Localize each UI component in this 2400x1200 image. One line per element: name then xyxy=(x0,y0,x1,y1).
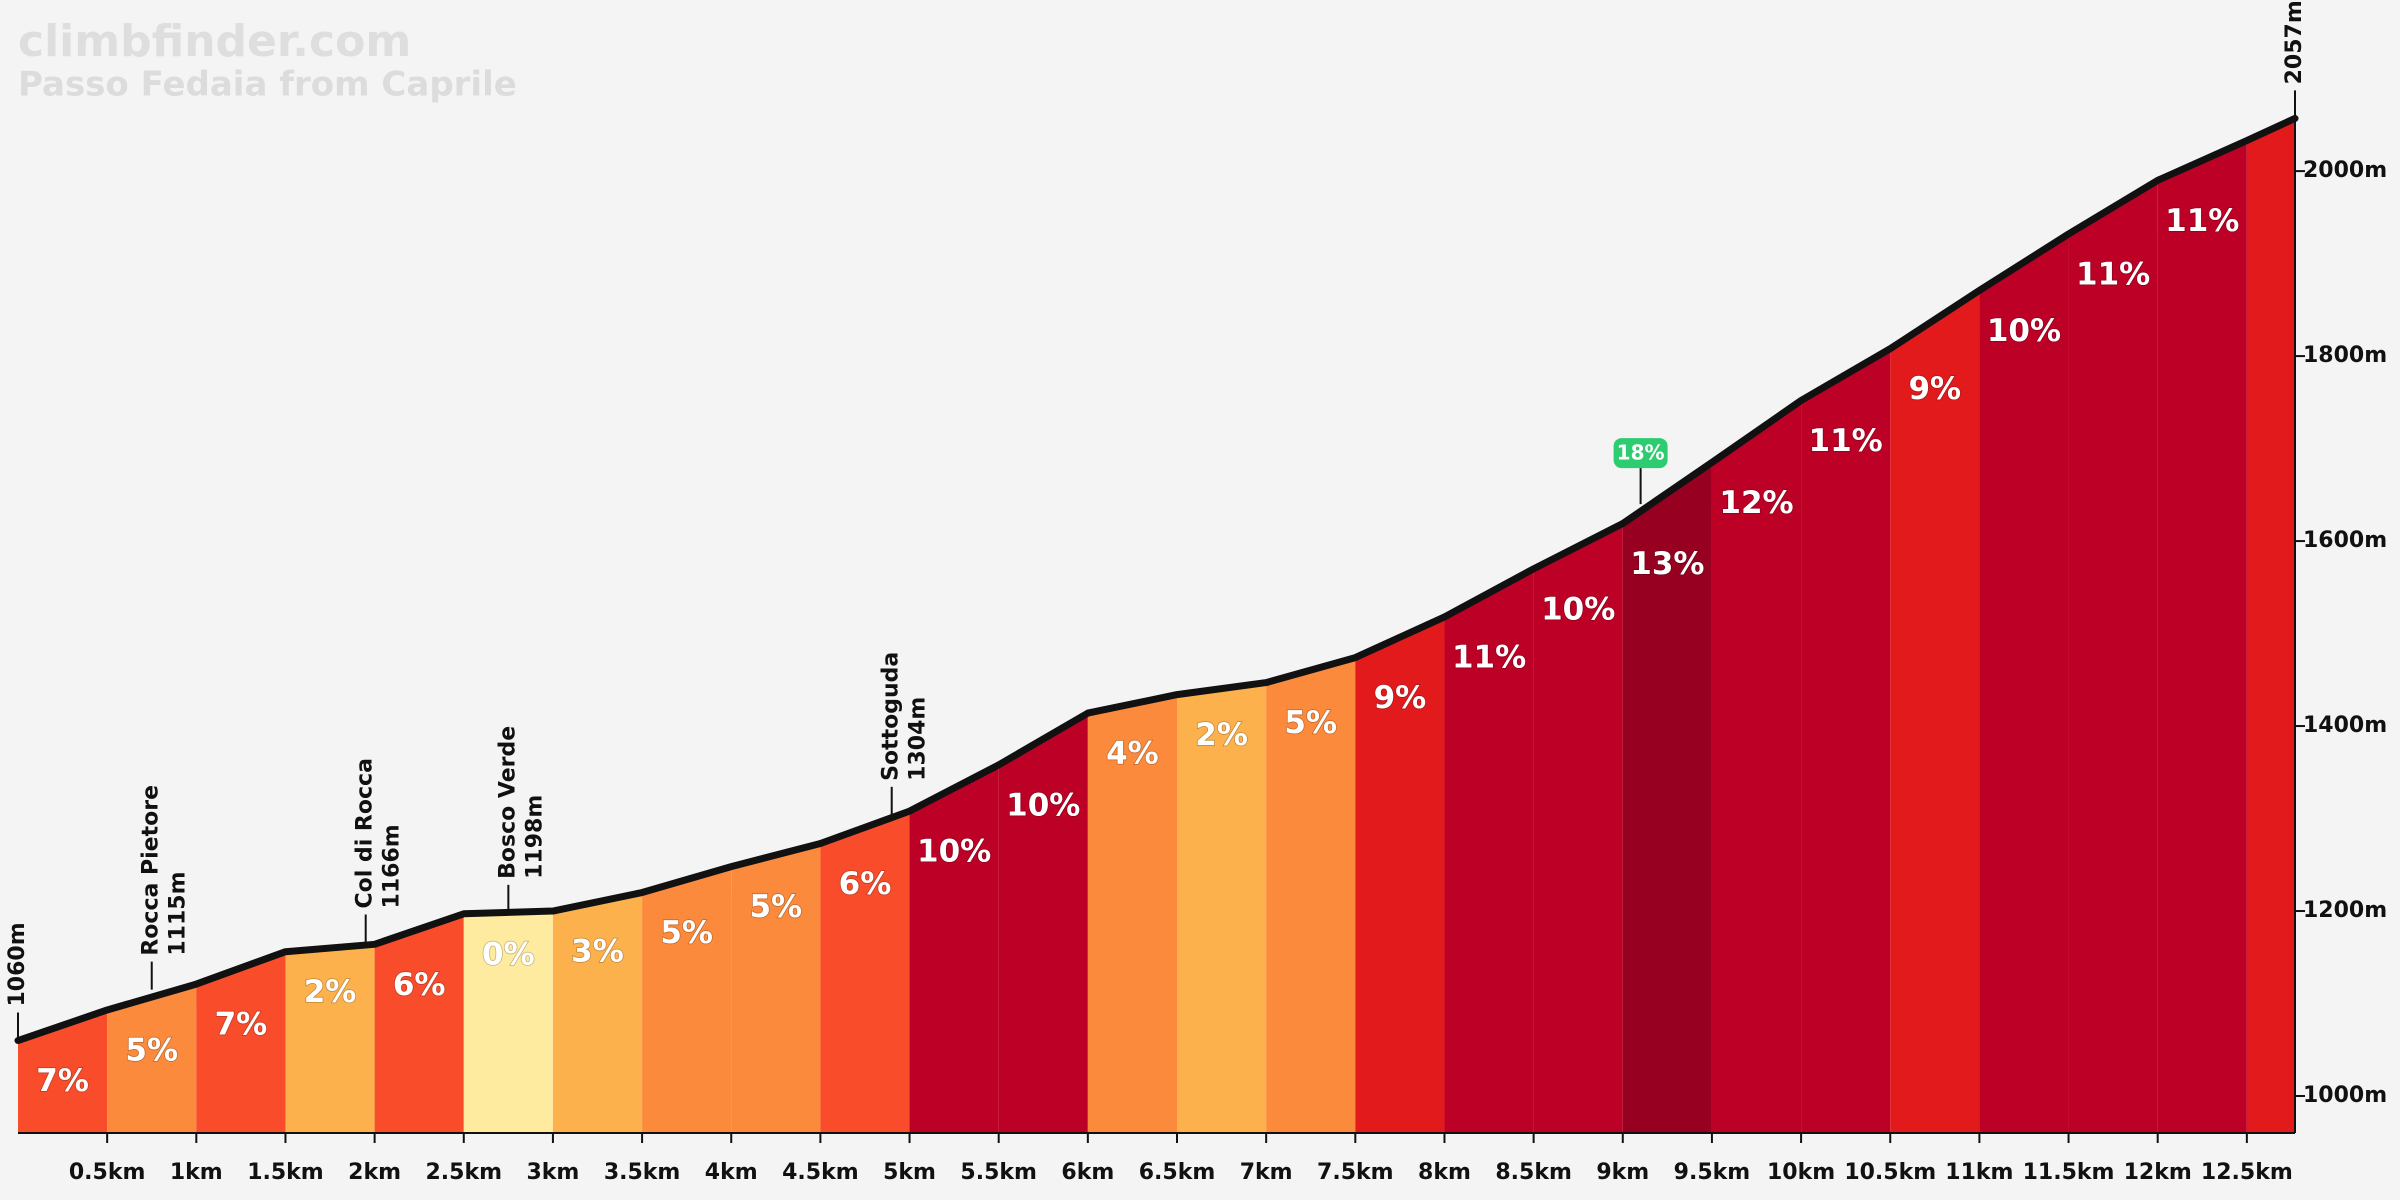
gradient-segment xyxy=(1177,682,1267,1133)
x-tick-label: 3.5km xyxy=(604,1160,681,1185)
gradient-label: 10% xyxy=(917,834,991,870)
landmark-elevation: 1115m xyxy=(166,871,191,955)
gradient-segment xyxy=(18,1009,108,1133)
y-tick-label: 1600m xyxy=(2303,528,2387,553)
landmark-elevation: 1166m xyxy=(380,824,405,908)
gradient-segment xyxy=(1979,233,2069,1134)
x-tick-label: 5.5km xyxy=(960,1160,1037,1185)
gradient-segment xyxy=(2157,140,2247,1134)
gradient-label: 0% xyxy=(482,936,535,972)
gradient-segment xyxy=(285,944,375,1133)
landmark-name: Bosco Verde xyxy=(495,726,520,879)
steepest-label: 18% xyxy=(1617,441,1665,465)
gradient-segment xyxy=(1444,568,1534,1133)
gradient-label: 4% xyxy=(1106,736,1159,772)
gradient-label: 6% xyxy=(839,866,892,902)
x-tick-label: 1km xyxy=(170,1160,223,1185)
gradient-segment xyxy=(1711,400,1802,1133)
gradient-segment xyxy=(2068,180,2158,1133)
x-tick-label: 6.5km xyxy=(1139,1160,1216,1185)
x-tick-label: 6km xyxy=(1061,1160,1114,1185)
gradient-label: 7% xyxy=(36,1063,89,1099)
endpoint-label: 1060m xyxy=(5,922,30,1006)
gradient-segment xyxy=(1355,616,1445,1133)
gradient-label: 10% xyxy=(1006,787,1080,823)
gradient-label: 5% xyxy=(125,1032,178,1068)
gradient-label: 3% xyxy=(571,934,624,970)
x-tick-label: 2km xyxy=(348,1160,401,1185)
gradient-segment xyxy=(463,911,553,1133)
y-tick-label: 1800m xyxy=(2303,343,2387,368)
gradient-label: 5% xyxy=(660,915,713,951)
gradient-label: 9% xyxy=(1908,371,1961,407)
gradient-label: 11% xyxy=(1452,639,1526,675)
gradient-label: 11% xyxy=(2165,203,2239,239)
gradient-label: 13% xyxy=(1630,546,1704,582)
y-tick-label: 1200m xyxy=(2303,898,2387,923)
gradient-label: 5% xyxy=(749,889,802,925)
gradient-label: 11% xyxy=(2076,256,2150,292)
x-tick-label: 10km xyxy=(1767,1160,1835,1185)
gradient-segment xyxy=(998,713,1088,1133)
x-tick-label: 9km xyxy=(1596,1160,1649,1185)
gradient-segment xyxy=(820,811,910,1133)
elevation-line xyxy=(14,114,2299,1045)
gradient-label: 10% xyxy=(1541,591,1615,627)
gradient-segment xyxy=(374,913,464,1133)
gradient-label: 2% xyxy=(1195,717,1248,753)
gradient-segment xyxy=(731,843,821,1133)
gradient-segment xyxy=(1890,290,1980,1133)
landmark-name: Sottoguda xyxy=(879,652,904,781)
y-tick-label: 1000m xyxy=(2303,1083,2387,1108)
gradient-segment xyxy=(1087,694,1178,1133)
landmark-name: Rocca Pietore xyxy=(139,785,164,956)
gradient-segment xyxy=(642,866,732,1133)
x-tick-label: 12km xyxy=(2124,1160,2192,1185)
x-tick-label: 5km xyxy=(883,1160,936,1185)
gradient-label: 5% xyxy=(1284,705,1337,741)
gradient-label: 11% xyxy=(1809,423,1883,459)
x-tick-label: 4.5km xyxy=(782,1160,859,1185)
chart-subtitle: Passo Fedaia from Caprile xyxy=(18,65,517,105)
x-tick-label: 3km xyxy=(526,1160,579,1185)
gradient-label: 7% xyxy=(215,1007,268,1043)
gradient-label: 10% xyxy=(1987,313,2061,349)
landmark-name: Col di Rocca xyxy=(353,758,378,908)
gradient-segment xyxy=(2246,118,2295,1133)
gradient-segment xyxy=(552,892,643,1133)
x-tick-label: 10.5km xyxy=(1844,1160,1936,1185)
y-tick-label: 1400m xyxy=(2303,713,2387,738)
gradient-segment xyxy=(1801,348,1891,1133)
gradient-label: 12% xyxy=(1719,485,1793,521)
x-tick-label: 9.5km xyxy=(1674,1160,1751,1185)
x-tick-label: 4km xyxy=(705,1160,758,1185)
x-tick-label: 12.5km xyxy=(2201,1160,2293,1185)
x-tick-label: 11km xyxy=(1945,1160,2013,1185)
x-tick-label: 8.5km xyxy=(1495,1160,1572,1185)
x-tick-label: 7.5km xyxy=(1317,1160,1394,1185)
gradient-segment xyxy=(909,764,999,1133)
x-tick-label: 0.5km xyxy=(69,1160,146,1185)
y-tick-label: 2000m xyxy=(2303,158,2387,183)
x-tick-label: 2.5km xyxy=(426,1160,503,1185)
x-tick-label: 7km xyxy=(1240,1160,1293,1185)
chart-title: climbfinder.com xyxy=(18,16,411,67)
gradient-label: 6% xyxy=(393,967,446,1003)
gradient-segment xyxy=(1533,523,1623,1133)
gradient-label: 2% xyxy=(304,974,357,1010)
steepest-badge xyxy=(1613,438,1668,469)
endpoint-label: 2057m xyxy=(2282,0,2307,84)
x-tick-label: 8km xyxy=(1418,1160,1471,1185)
gradient-segment xyxy=(1622,462,1712,1133)
gradient-segment xyxy=(107,984,197,1133)
x-tick-label: 11.5km xyxy=(2023,1160,2115,1185)
landmark-elevation: 1304m xyxy=(906,697,931,781)
gradient-segment xyxy=(196,951,286,1133)
gradient-segment xyxy=(1266,657,1356,1133)
x-tick-label: 1.5km xyxy=(247,1160,324,1185)
gradient-label: 9% xyxy=(1374,680,1427,716)
landmark-elevation: 1198m xyxy=(522,795,547,879)
